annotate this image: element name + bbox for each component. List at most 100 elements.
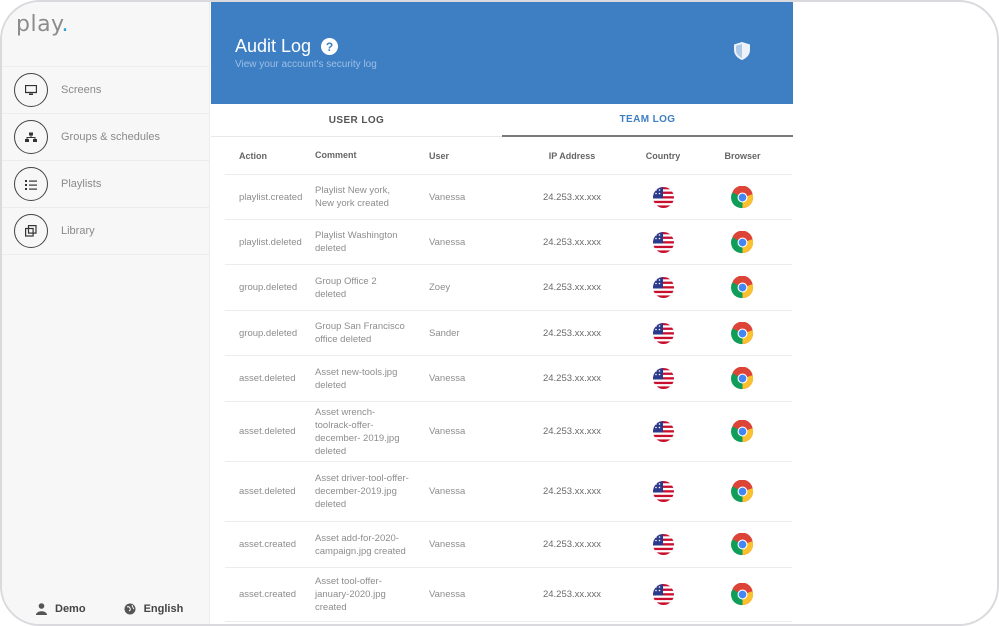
logo-text: play	[16, 12, 62, 37]
sidebar-item-label: Library	[61, 225, 95, 237]
user-icon	[36, 603, 47, 615]
us-flag-icon	[633, 421, 693, 442]
column-header-user: User	[429, 150, 450, 161]
cell-ip: 24.253.xx.xxx	[542, 373, 602, 384]
us-flag-icon	[633, 322, 693, 344]
cell-user: Vanessa	[429, 236, 466, 248]
column-header-country: Country	[645, 150, 681, 161]
page-subtitle: View your account's security log	[235, 59, 377, 70]
monitor-icon	[14, 73, 48, 107]
table-row: asset.created Asset add-for-2020-campaign…	[225, 522, 792, 568]
cell-comment: Group San Francisco office deleted	[315, 321, 405, 345]
sidebar-item-label: Groups & schedules	[61, 131, 161, 143]
cell-ip: 24.253.xx.xxx	[542, 236, 602, 248]
chrome-icon	[693, 367, 792, 390]
cell-comment: Asset add-for-2020-campaign.jpg created	[315, 532, 406, 557]
sidebar-item-groups[interactable]: Groups & schedules	[2, 114, 210, 161]
column-header-comment: Comment	[315, 150, 357, 160]
account-name: Demo	[55, 603, 86, 615]
table-body: playlist.created Playlist New york, New y…	[225, 175, 792, 622]
cell-comment: Asset new-tools.jpg deleted	[315, 366, 398, 391]
cell-ip: 24.253.xx.xxx	[542, 282, 602, 293]
us-flag-icon	[633, 368, 693, 389]
logo: play.	[16, 12, 69, 37]
column-header-browser: Browser	[724, 150, 761, 161]
sidebar: play. Screens Groups & schedules Playlis…	[2, 2, 210, 624]
table-row: asset.deleted Asset driver-tool-offer-dec…	[225, 462, 792, 522]
us-flag-icon	[633, 534, 693, 555]
cell-user: Vanessa	[429, 486, 466, 497]
audit-table: Action Comment User IP Address Country B…	[225, 137, 792, 622]
sidebar-item-library[interactable]: Library	[2, 208, 210, 255]
cell-comment: Asset driver-tool-offer-december-2019.jp…	[315, 473, 409, 510]
cell-ip: 24.253.xx.xxx	[542, 327, 602, 339]
column-header-ip: IP Address	[548, 150, 596, 161]
chrome-icon	[693, 480, 792, 503]
cell-action: group.deleted	[239, 282, 298, 293]
sidebar-item-label: Screens	[61, 84, 102, 96]
groups-icon	[14, 120, 48, 154]
us-flag-icon	[633, 277, 693, 298]
cell-ip: 24.253.xx.xxx	[542, 426, 602, 437]
table-row: playlist.created Playlist New york, New y…	[225, 175, 792, 220]
us-flag-icon	[633, 186, 693, 208]
tab-user-log[interactable]: USER LOG	[211, 104, 502, 137]
cell-comment: Group Office 2 deleted	[315, 275, 377, 300]
sidebar-item-screens[interactable]: Screens	[2, 67, 210, 114]
cell-user: Sander	[429, 327, 460, 339]
main-panel: Audit Log ? View your account's security…	[211, 2, 793, 624]
chrome-icon	[693, 420, 792, 443]
cell-user: Vanessa	[429, 589, 466, 600]
page-title: Audit Log	[235, 36, 312, 56]
help-icon[interactable]: ?	[321, 38, 339, 55]
cell-ip: 24.253.xx.xxx	[542, 539, 602, 550]
library-icon	[14, 214, 48, 248]
account-menu[interactable]: Demo	[36, 603, 86, 615]
us-flag-icon	[633, 584, 693, 605]
table-row: group.deleted Group Office 2 deleted Zoey 2…	[225, 265, 792, 311]
cell-comment: Playlist Washington deleted	[315, 230, 398, 254]
cell-action: playlist.created	[239, 191, 303, 203]
chrome-icon	[693, 185, 792, 209]
table-row: playlist.deleted Playlist Washington dele…	[225, 220, 792, 265]
tab-team-log[interactable]: TEAM LOG	[502, 104, 793, 137]
cell-ip: 24.253.xx.xxx	[542, 191, 602, 203]
sidebar-item-label: Playlists	[61, 178, 102, 190]
table-row: asset.deleted Asset wrench-toolrack-offer…	[225, 402, 792, 462]
page-title-wrap: Audit Log ?	[235, 36, 339, 57]
language-selector[interactable]: English	[124, 603, 184, 615]
cell-comment: Asset wrench-toolrack-offer-december- 20…	[315, 406, 400, 457]
language-label: English	[143, 603, 184, 615]
cell-action: group.deleted	[239, 327, 298, 339]
chrome-icon	[693, 230, 792, 254]
us-flag-icon	[633, 481, 693, 502]
cell-user: Vanessa	[429, 426, 466, 437]
cell-comment: Playlist New york, New york created	[315, 185, 390, 209]
table-header: Action Comment User IP Address Country B…	[225, 137, 792, 175]
cell-action: asset.deleted	[239, 486, 296, 497]
log-tabs: USER LOG TEAM LOG	[211, 104, 793, 137]
chrome-icon	[693, 583, 792, 606]
us-flag-icon	[633, 231, 693, 253]
cell-action: playlist.deleted	[239, 236, 302, 248]
playlist-icon	[14, 167, 48, 201]
chrome-icon	[693, 321, 792, 345]
cell-ip: 24.253.xx.xxx	[542, 589, 602, 600]
cell-user: Vanessa	[429, 539, 466, 550]
shield-icon	[734, 42, 750, 60]
table-row: asset.deleted Asset new-tools.jpg deleted…	[225, 356, 792, 402]
table-row: asset.created Asset tool-offer-january-20…	[225, 568, 792, 622]
cell-action: asset.created	[239, 589, 297, 600]
table-row: group.deleted Group San Francisco office …	[225, 311, 792, 356]
cell-ip: 24.253.xx.xxx	[542, 486, 602, 497]
chrome-icon	[693, 533, 792, 556]
cell-action: asset.created	[239, 539, 297, 550]
column-header-action: Action	[239, 150, 267, 161]
sidebar-item-playlists[interactable]: Playlists	[2, 161, 210, 208]
chrome-icon	[693, 276, 792, 299]
cell-user: Vanessa	[429, 191, 466, 203]
logo-dot: .	[61, 12, 69, 37]
page-header: Audit Log ? View your account's security…	[211, 2, 793, 104]
globe-icon	[124, 603, 136, 615]
